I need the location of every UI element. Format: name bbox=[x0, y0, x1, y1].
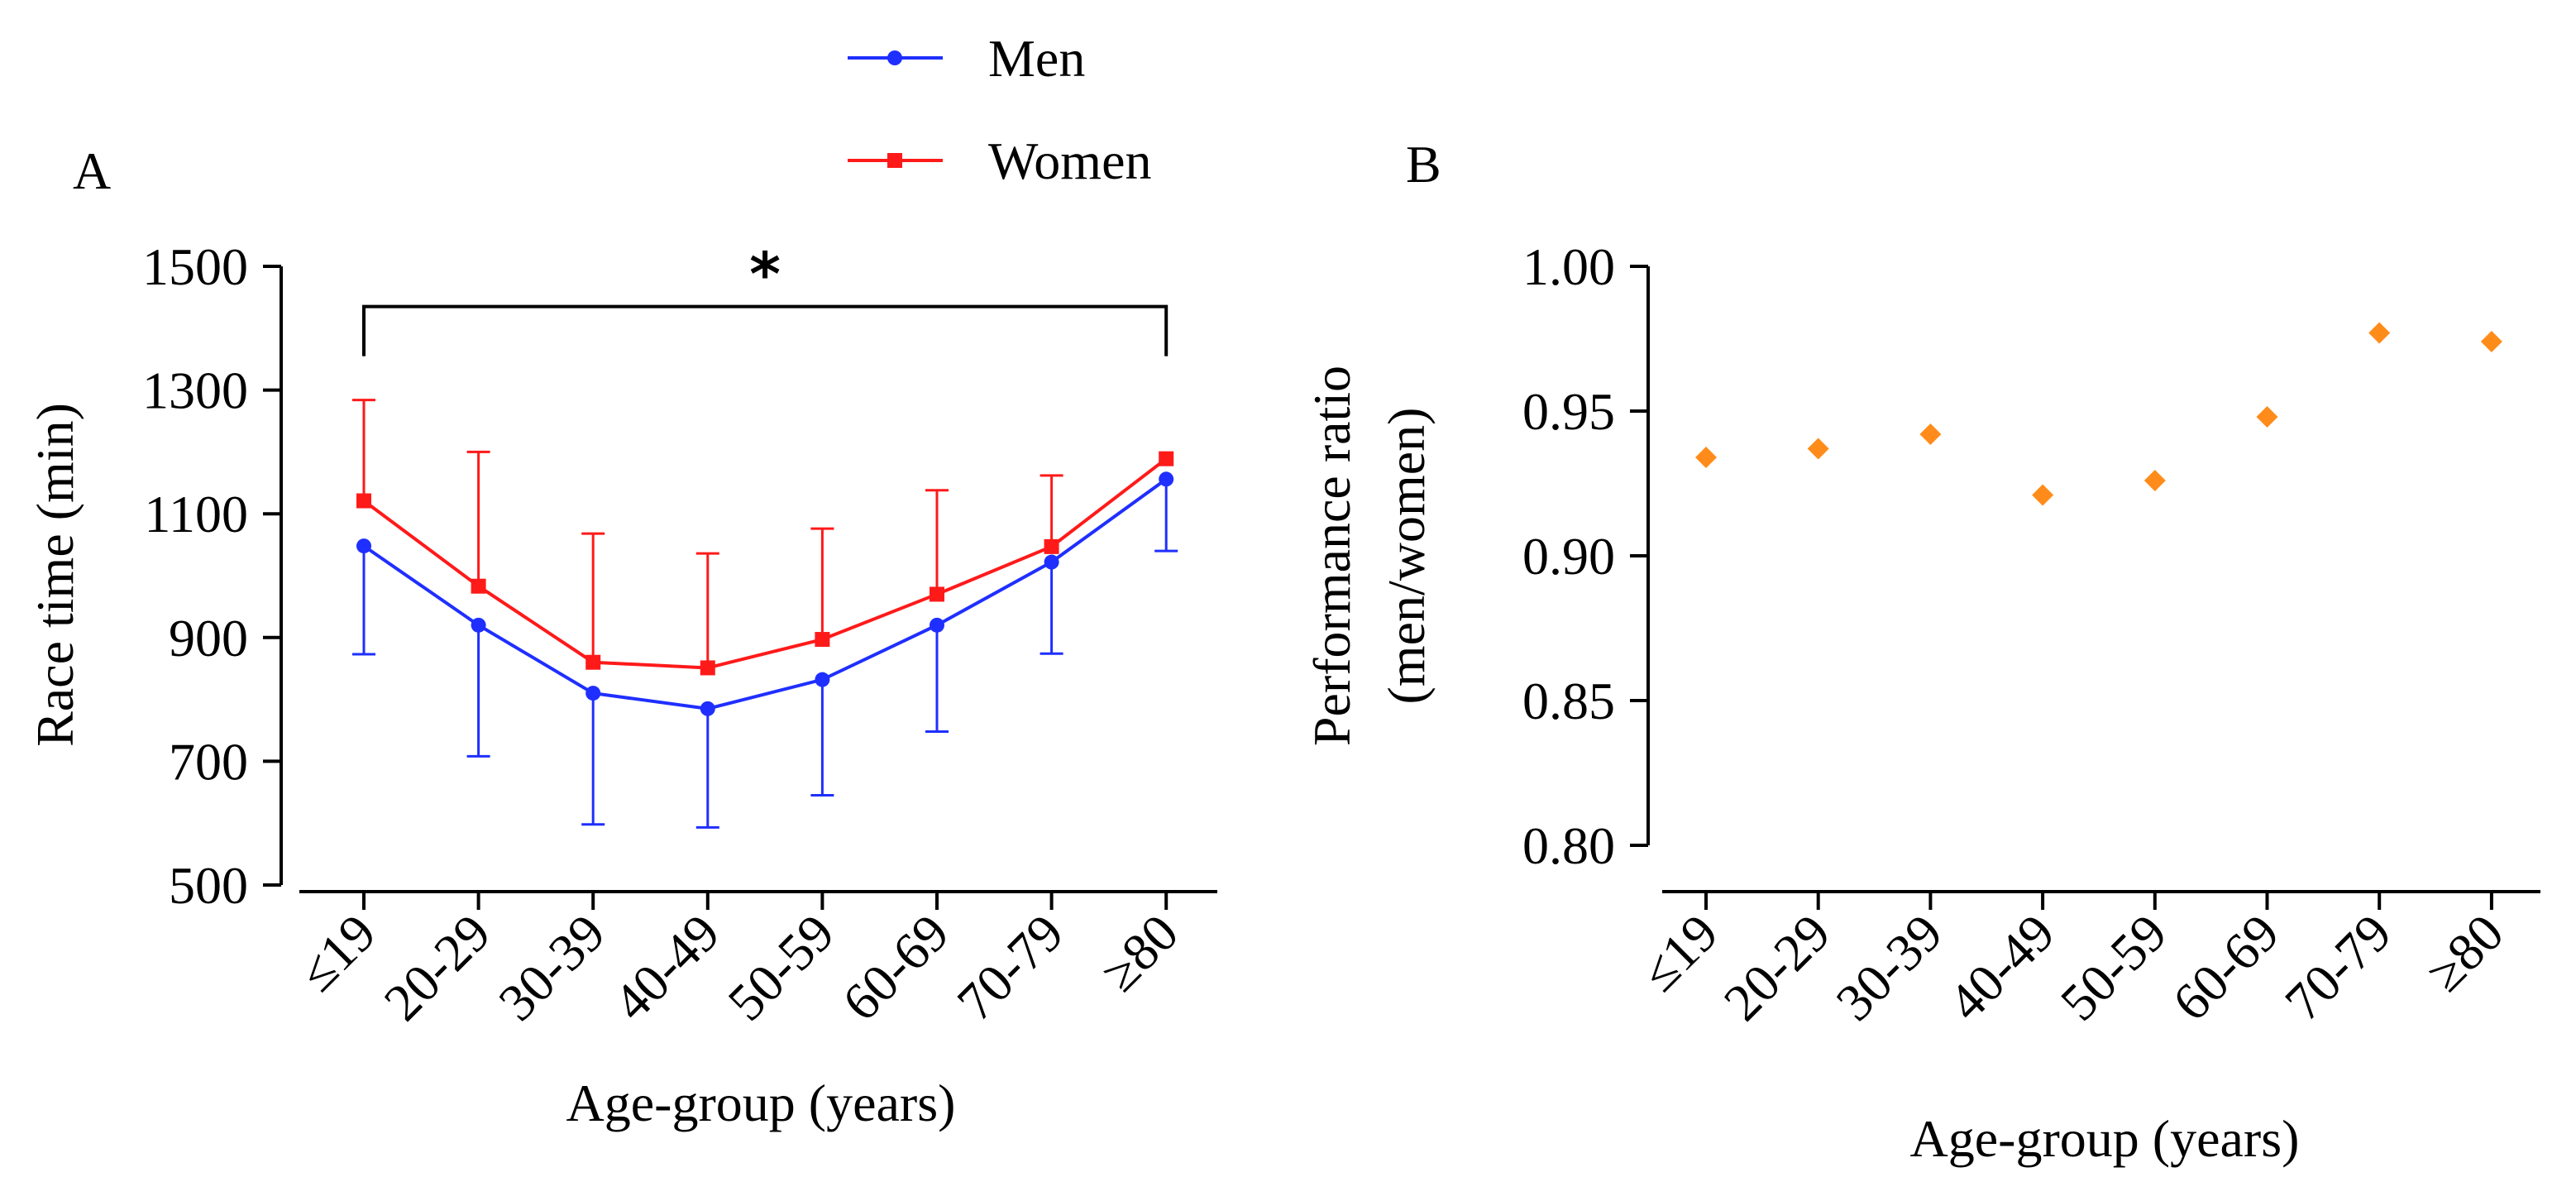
x-tick-label: 50-59 bbox=[2049, 903, 2178, 1032]
panel-a-series-lines bbox=[362, 457, 1168, 710]
legend-label-women: Women bbox=[988, 132, 1151, 190]
y-tick-label: 1100 bbox=[144, 485, 248, 543]
y-tick-label: 1.00 bbox=[1522, 237, 1615, 296]
x-tick-label: 40-49 bbox=[1937, 903, 2066, 1032]
ratio-data-point bbox=[2032, 484, 2054, 506]
women-data-point bbox=[1044, 538, 1059, 554]
men-data-point bbox=[585, 686, 601, 701]
panel-a-axes bbox=[280, 266, 1217, 893]
women-data-point bbox=[815, 632, 830, 648]
panel-a-y-axis-title: Race time (min) bbox=[26, 403, 84, 747]
women-data-point bbox=[356, 493, 371, 509]
ratio-data-point bbox=[1807, 438, 1829, 460]
y-tick-label: 0.90 bbox=[1522, 527, 1615, 586]
women-data-point bbox=[1159, 451, 1174, 466]
ratio-data-point bbox=[1695, 447, 1717, 468]
men-data-point bbox=[815, 672, 830, 687]
x-tick-label: 20-29 bbox=[1713, 903, 1842, 1032]
men-series-line bbox=[362, 477, 1168, 710]
ratio-data-point bbox=[1919, 423, 1942, 445]
y-tick-label: 0.80 bbox=[1522, 816, 1615, 875]
significance-bracket-line bbox=[362, 304, 1169, 356]
men-data-point bbox=[471, 617, 486, 633]
men-data-point bbox=[1159, 471, 1174, 487]
women-series-line bbox=[362, 457, 1168, 670]
men-data-point bbox=[356, 538, 371, 554]
panel-a-y-ticks: 500 700 900 1100 1300 1500 bbox=[142, 237, 281, 915]
ratio-data-point bbox=[2143, 470, 2166, 491]
x-tick-label: ≥80 bbox=[1090, 903, 1189, 1002]
x-tick-label: 20-29 bbox=[373, 903, 502, 1032]
panel-a-chart: 500 700 900 1100 1300 1500 ≤1920-2930-3940-49… bbox=[26, 237, 1217, 1132]
x-tick-label: 30-39 bbox=[487, 903, 616, 1032]
legend-label-men: Men bbox=[988, 29, 1085, 88]
panel-a-error-bars bbox=[352, 399, 1178, 829]
x-tick-label: 60-69 bbox=[2162, 903, 2291, 1032]
legend-marker-men bbox=[887, 50, 902, 65]
ratio-data-point bbox=[2368, 322, 2391, 344]
women-data-point bbox=[585, 654, 601, 670]
legend: Men Women bbox=[848, 29, 1151, 190]
significance-bracket: * bbox=[362, 240, 1169, 356]
panel-b-points bbox=[1695, 322, 2502, 506]
panel-b-y-ticks: 0.80 0.85 0.90 0.95 1.00 bbox=[1522, 237, 1648, 875]
panel-a-x-axis-title: Age-group (years) bbox=[566, 1074, 956, 1132]
panel-b-y-axis-title-line1: Performance ratio bbox=[1302, 366, 1361, 746]
significance-star: * bbox=[749, 240, 781, 309]
women-data-point bbox=[700, 660, 715, 676]
x-tick-label: 70-79 bbox=[946, 903, 1075, 1032]
panel-b-y-axis-title-line2: (men/women) bbox=[1377, 408, 1436, 705]
x-tick-label: 70-79 bbox=[2273, 903, 2402, 1032]
x-tick-label: 40-49 bbox=[602, 903, 731, 1032]
men-data-point bbox=[700, 701, 715, 716]
y-tick-label: 0.85 bbox=[1522, 672, 1615, 730]
panel-b-axes bbox=[1646, 266, 2540, 893]
x-tick-label: 60-69 bbox=[831, 903, 960, 1032]
y-tick-label: 0.95 bbox=[1522, 382, 1615, 441]
legend-entry-men: Men bbox=[848, 29, 1085, 88]
panel-b-x-axis-title: Age-group (years) bbox=[1910, 1109, 2300, 1168]
ratio-data-point bbox=[2480, 331, 2502, 352]
y-tick-label: 1500 bbox=[142, 237, 248, 296]
panel-a-markers bbox=[356, 451, 1174, 716]
women-data-point bbox=[930, 586, 944, 602]
ratio-data-point bbox=[2256, 406, 2278, 428]
x-tick-label: 50-59 bbox=[717, 903, 846, 1032]
panel-label-a: A bbox=[73, 141, 111, 200]
men-data-point bbox=[930, 617, 944, 633]
y-tick-label: 500 bbox=[169, 856, 248, 915]
y-tick-label: 900 bbox=[169, 609, 248, 667]
legend-entry-women: Women bbox=[848, 132, 1151, 190]
panel-b-chart: 0.80 0.85 0.90 0.95 1.00 ≤1920-2930-3940-495… bbox=[1302, 237, 2540, 1168]
women-data-point bbox=[471, 578, 486, 594]
x-tick-label: 30-39 bbox=[1825, 903, 1954, 1032]
x-tick-label: ≤19 bbox=[288, 903, 387, 1002]
y-tick-label: 1300 bbox=[142, 361, 248, 420]
y-tick-label: 700 bbox=[169, 732, 248, 791]
x-tick-label: ≥80 bbox=[2416, 903, 2515, 1002]
legend-marker-women bbox=[887, 153, 902, 168]
men-data-point bbox=[1044, 554, 1059, 570]
panel-label-b: B bbox=[1406, 135, 1441, 194]
